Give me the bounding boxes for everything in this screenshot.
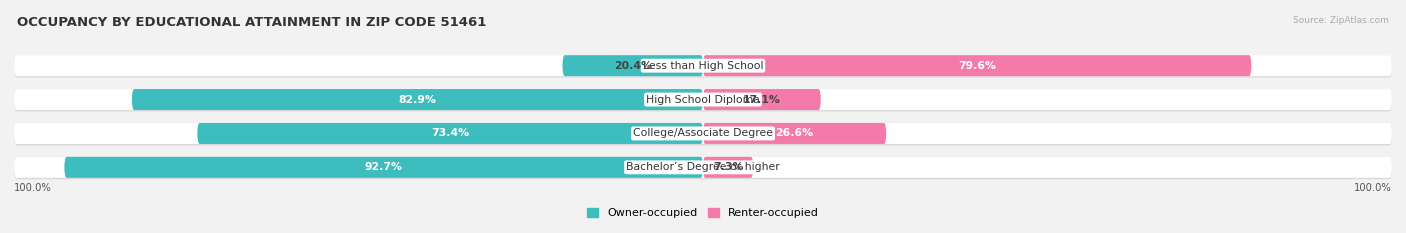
Text: OCCUPANCY BY EDUCATIONAL ATTAINMENT IN ZIP CODE 51461: OCCUPANCY BY EDUCATIONAL ATTAINMENT IN Z… (17, 16, 486, 29)
Text: 79.6%: 79.6% (959, 61, 997, 71)
Text: High School Diploma: High School Diploma (647, 95, 759, 105)
FancyBboxPatch shape (14, 89, 1392, 110)
Text: 100.0%: 100.0% (14, 183, 52, 193)
FancyBboxPatch shape (703, 55, 1251, 76)
Text: College/Associate Degree: College/Associate Degree (633, 128, 773, 138)
FancyBboxPatch shape (703, 123, 886, 144)
Text: Source: ZipAtlas.com: Source: ZipAtlas.com (1294, 16, 1389, 25)
FancyBboxPatch shape (65, 157, 703, 178)
Text: 92.7%: 92.7% (364, 162, 402, 172)
FancyBboxPatch shape (703, 89, 821, 110)
Text: Less than High School: Less than High School (643, 61, 763, 71)
Text: 82.9%: 82.9% (398, 95, 436, 105)
FancyBboxPatch shape (14, 55, 1392, 78)
FancyBboxPatch shape (14, 157, 1392, 179)
Text: 20.4%: 20.4% (614, 61, 652, 71)
Text: 7.3%: 7.3% (713, 162, 744, 172)
FancyBboxPatch shape (14, 123, 1392, 145)
Text: 100.0%: 100.0% (1354, 183, 1392, 193)
FancyBboxPatch shape (703, 157, 754, 178)
FancyBboxPatch shape (14, 157, 1392, 178)
Text: 17.1%: 17.1% (742, 95, 780, 105)
FancyBboxPatch shape (14, 123, 1392, 144)
FancyBboxPatch shape (14, 55, 1392, 76)
FancyBboxPatch shape (14, 89, 1392, 111)
FancyBboxPatch shape (197, 123, 703, 144)
FancyBboxPatch shape (562, 55, 703, 76)
FancyBboxPatch shape (132, 89, 703, 110)
Text: Bachelor’s Degree or higher: Bachelor’s Degree or higher (626, 162, 780, 172)
Text: 26.6%: 26.6% (776, 128, 814, 138)
Text: 73.4%: 73.4% (432, 128, 470, 138)
Legend: Owner-occupied, Renter-occupied: Owner-occupied, Renter-occupied (586, 208, 820, 218)
